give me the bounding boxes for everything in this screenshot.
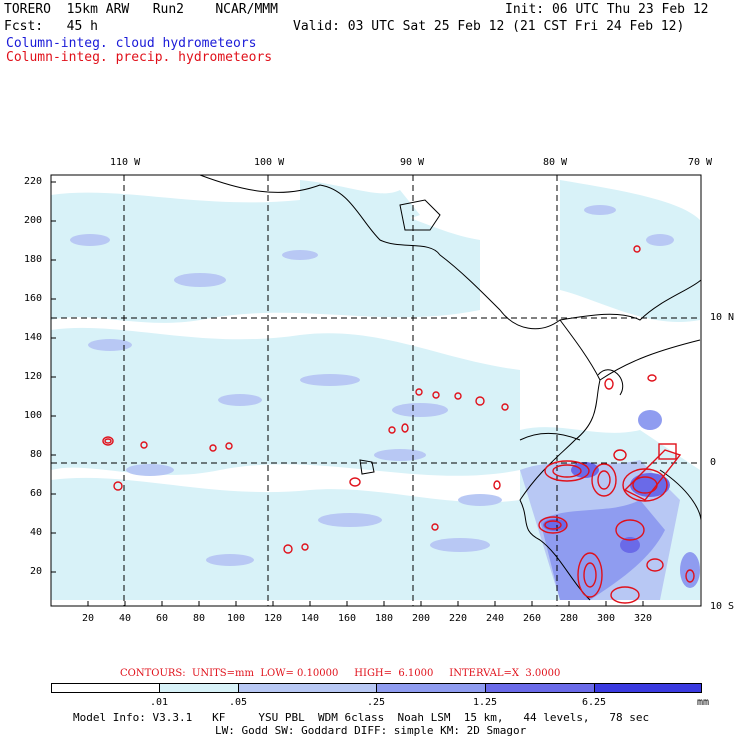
colorbar-swatch bbox=[594, 683, 702, 693]
colorbar-label: .01 bbox=[149, 697, 169, 708]
colorbar-label: 1.25 bbox=[472, 697, 498, 708]
colorbar-swatch bbox=[376, 683, 486, 693]
colorbar-swatch bbox=[238, 683, 377, 693]
colorbar-swatch bbox=[51, 683, 160, 693]
y-tick-label: 160 bbox=[24, 293, 43, 304]
lat-label: 10 N bbox=[710, 312, 735, 323]
lon-label: 70 W bbox=[688, 157, 713, 168]
colorbar-swatch bbox=[485, 683, 595, 693]
y-tick-label: 20 bbox=[30, 566, 43, 577]
colorbar-label: .05 bbox=[228, 697, 248, 708]
x-tick-label: 160 bbox=[338, 613, 357, 624]
y-tick-label: 40 bbox=[30, 527, 43, 538]
init-time: Init: 06 UTC Thu 23 Feb 12 bbox=[505, 2, 709, 17]
colorbar-label: 6.25 bbox=[581, 697, 607, 708]
cloud-field-label: Column-integ. cloud hydrometeors bbox=[6, 36, 257, 51]
x-tick-label: 120 bbox=[264, 613, 283, 624]
lon-label: 100 W bbox=[254, 157, 285, 168]
y-tick-marks bbox=[51, 181, 56, 573]
colorbar-swatch bbox=[159, 683, 239, 693]
y-tick-label: 180 bbox=[24, 254, 43, 265]
colorbar-label: .25 bbox=[366, 697, 386, 708]
y-tick-label: 60 bbox=[30, 488, 43, 499]
x-tick-label: 140 bbox=[301, 613, 320, 624]
x-tick-label: 60 bbox=[156, 613, 169, 624]
x-tick-label: 100 bbox=[227, 613, 246, 624]
y-tick-label: 220 bbox=[24, 176, 43, 187]
model-physics: LW: Godd SW: Goddard DIFF: simple KM: 2D… bbox=[215, 724, 527, 737]
x-tick-label: 280 bbox=[560, 613, 579, 624]
lon-label: 110 W bbox=[110, 157, 141, 168]
x-tick-label: 80 bbox=[193, 613, 206, 624]
y-tick-label: 100 bbox=[24, 410, 43, 421]
precip-field-label: Column-integ. precip. hydrometeors bbox=[6, 50, 273, 65]
x-tick-label: 320 bbox=[634, 613, 653, 624]
lon-label: 90 W bbox=[400, 157, 425, 168]
valid-time: Valid: 03 UTC Sat 25 Feb 12 (21 CST Fri … bbox=[293, 19, 685, 34]
lat-label: 10 S bbox=[710, 601, 735, 612]
x-tick-label: 240 bbox=[486, 613, 505, 624]
coastlines bbox=[199, 175, 701, 601]
x-tick-label: 220 bbox=[449, 613, 468, 624]
lat-label: 0 bbox=[710, 457, 717, 468]
contour-info: CONTOURS: UNITS=mm LOW= 0.10000 HIGH= 6.… bbox=[120, 668, 561, 679]
x-tick-label: 20 bbox=[82, 613, 95, 624]
graticule bbox=[51, 175, 701, 606]
model-info: Model Info: V3.3.1 KF YSU PBL WDM 6class… bbox=[73, 711, 650, 724]
x-tick-label: 260 bbox=[523, 613, 542, 624]
cloud-field-light bbox=[51, 180, 700, 600]
y-tick-label: 140 bbox=[24, 332, 43, 343]
map-frame bbox=[50, 174, 702, 607]
precip-contours bbox=[102, 245, 695, 604]
y-tick-label: 200 bbox=[24, 215, 43, 226]
y-tick-label: 80 bbox=[30, 449, 43, 460]
x-tick-label: 40 bbox=[119, 613, 132, 624]
x-tick-label: 200 bbox=[412, 613, 431, 624]
x-tick-label: 300 bbox=[597, 613, 616, 624]
x-tick-label: 180 bbox=[375, 613, 394, 624]
x-tick-marks bbox=[87, 601, 644, 606]
forecast-hour: Fcst: 45 h bbox=[4, 19, 98, 34]
y-tick-label: 120 bbox=[24, 371, 43, 382]
lon-label: 80 W bbox=[543, 157, 568, 168]
model-run-title: TORERO 15km ARW Run2 NCAR/MMM bbox=[4, 2, 278, 17]
colorbar-units: mm bbox=[696, 697, 710, 708]
